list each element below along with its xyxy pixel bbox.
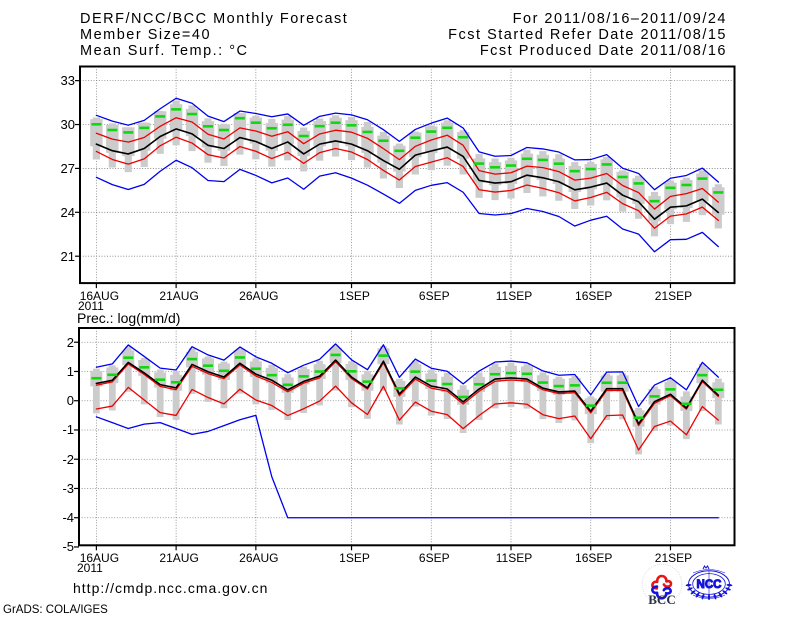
- svg-text:NCC: NCC: [697, 579, 722, 591]
- svg-text:BCC: BCC: [648, 592, 675, 607]
